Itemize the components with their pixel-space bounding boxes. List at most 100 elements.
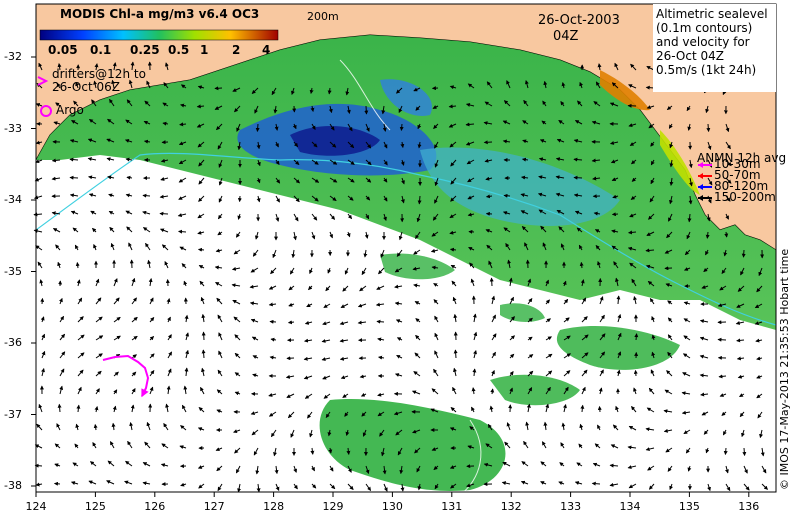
velocity-arrow: [217, 213, 223, 220]
velocity-arrow: [591, 481, 601, 486]
velocity-arrow: [467, 212, 475, 217]
velocity-arrow: [365, 213, 370, 220]
velocity-arrow: [167, 334, 172, 341]
velocity-arrow: [198, 195, 205, 202]
velocity-arrow: [325, 411, 331, 419]
velocity-arrow: [688, 195, 693, 205]
velocity-arrow: [760, 447, 765, 457]
velocity-arrow: [560, 100, 565, 107]
velocity-arrow: [431, 265, 439, 270]
velocity-arrow: [178, 177, 187, 183]
altimetry-line-4: 26-Oct 04Z: [656, 49, 724, 63]
velocity-arrow: [725, 465, 729, 474]
velocity-arrow: [453, 349, 458, 359]
velocity-arrow: [527, 317, 533, 323]
velocity-arrow: [52, 228, 61, 233]
y-tick-label: -38: [4, 479, 22, 492]
velocity-arrow: [450, 195, 457, 202]
velocity-arrow: [144, 100, 151, 107]
velocity-arrow: [558, 226, 565, 233]
velocity-arrow: [252, 249, 259, 257]
velocity-arrow: [35, 103, 43, 107]
velocity-arrow: [75, 81, 80, 89]
velocity-arrow: [723, 447, 728, 456]
velocity-arrow: [595, 81, 601, 89]
velocity-arrow: [452, 296, 457, 305]
velocity-arrow: [77, 369, 84, 377]
velocity-arrow: [449, 465, 457, 469]
velocity-arrow: [95, 316, 103, 323]
velocity-arrow: [646, 231, 655, 236]
velocity-arrow: [416, 465, 421, 473]
velocity-arrow: [271, 87, 277, 96]
velocity-arrow: [347, 195, 354, 201]
velocity-arrow: [91, 99, 97, 107]
velocity-arrow: [580, 279, 585, 287]
velocity-arrow: [75, 261, 80, 269]
velocity-arrow: [707, 177, 713, 186]
velocity-arrow: [686, 105, 691, 112]
velocity-arrow: [310, 447, 315, 455]
velocity-arrow: [327, 429, 332, 437]
velocity-arrow: [699, 373, 709, 378]
velocity-arrow: [217, 369, 223, 377]
x-tick-label: 133: [560, 500, 582, 513]
chlorophyll-very-low-patch: [290, 125, 380, 156]
velocity-arrow: [627, 445, 637, 450]
velocity-arrow: [683, 335, 691, 341]
velocity-arrow: [742, 447, 747, 457]
velocity-arrow: [739, 393, 745, 398]
velocity-arrow: [147, 259, 152, 269]
velocity-arrow: [682, 353, 691, 359]
velocity-arrow: [470, 278, 475, 287]
velocity-arrow: [255, 465, 260, 475]
velocity-arrow: [339, 321, 349, 326]
velocity-arrow: [434, 195, 439, 204]
velocity-arrow: [197, 465, 205, 469]
anmn-depth-label: 50-70m: [714, 168, 761, 182]
velocity-arrow: [180, 482, 187, 487]
velocity-arrow: [705, 105, 710, 114]
velocity-arrow: [703, 429, 709, 435]
velocity-arrow: [256, 483, 261, 493]
velocity-arrow: [307, 411, 313, 419]
velocity-arrow: [382, 465, 387, 475]
velocity-arrow: [125, 210, 133, 215]
velocity-arrow: [131, 277, 136, 287]
velocity-arrow: [252, 373, 259, 378]
velocity-arrow: [467, 445, 475, 450]
velocity-arrow: [197, 427, 205, 431]
velocity-arrow: [108, 210, 115, 215]
velocity-arrow: [71, 120, 79, 125]
velocity-arrow: [755, 338, 763, 343]
anmn-arrowhead-icon: [698, 173, 703, 179]
velocity-arrow: [431, 231, 439, 237]
chlorophyll-south-patch-3: [490, 374, 580, 406]
velocity-arrow: [73, 100, 79, 107]
velocity-arrow: [484, 101, 493, 107]
velocity-arrow: [413, 371, 421, 377]
velocity-arrow: [236, 123, 241, 132]
velocity-arrow: [288, 302, 295, 307]
velocity-arrow: [645, 85, 655, 90]
velocity-arrow: [631, 278, 637, 287]
velocity-arrow: [377, 411, 385, 417]
velocity-arrow: [128, 79, 133, 89]
velocity-arrow: [163, 82, 169, 89]
velocity-arrow: [633, 387, 637, 395]
velocity-arrow: [275, 195, 280, 203]
velocity-arrow: [250, 267, 259, 273]
velocity-arrow: [178, 141, 187, 146]
velocity-arrow: [629, 141, 637, 146]
velocity-arrow: [309, 267, 313, 275]
velocity-arrow: [399, 465, 404, 475]
anmn-arrowhead-icon: [698, 184, 703, 190]
velocity-arrow: [256, 159, 261, 167]
velocity-arrow: [383, 483, 388, 492]
velocity-arrow: [669, 195, 673, 205]
velocity-arrow: [200, 386, 205, 395]
velocity-arrow: [329, 483, 336, 490]
velocity-arrow: [347, 159, 355, 165]
velocity-arrow: [378, 267, 385, 275]
